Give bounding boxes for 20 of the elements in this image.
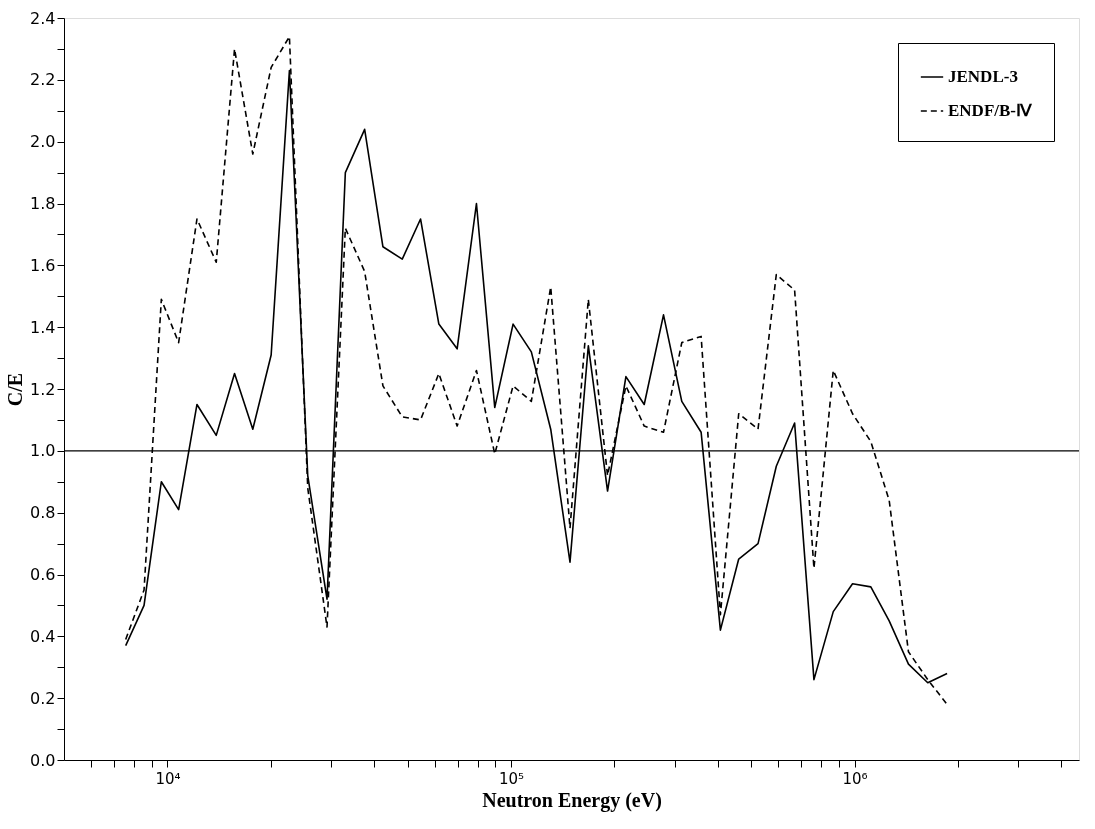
y-tick-label: 0.8 (30, 503, 56, 523)
y-tick-label: 0.4 (30, 626, 56, 646)
y-tick-label: 0.0 (30, 750, 56, 770)
y-axis-title: C/E (4, 372, 27, 407)
y-tick-label: 1.2 (30, 379, 56, 399)
y-tick-label: 0.2 (30, 688, 56, 708)
y-tick-label: 2.4 (30, 8, 56, 28)
y-tick-label: 1.6 (30, 255, 56, 275)
x-axis-title: Neutron Energy (eV) (482, 788, 662, 812)
x-tick-label: 10⁶ (842, 769, 868, 788)
y-tick-label: 2.0 (30, 132, 56, 152)
y-tick-label: 1.4 (30, 317, 56, 337)
legend-label: JENDL-3 (948, 67, 1018, 86)
y-tick-label: 1.8 (30, 194, 56, 213)
y-tick-label: 2.2 (30, 70, 56, 90)
x-tick-label: 10⁴ (155, 769, 181, 788)
y-tick-label: 0.6 (30, 565, 56, 584)
y-tick-label: 1.0 (30, 441, 56, 461)
x-tick-label: 10⁵ (498, 769, 525, 788)
legend-label: ENDF/B-Ⅳ (948, 101, 1033, 120)
